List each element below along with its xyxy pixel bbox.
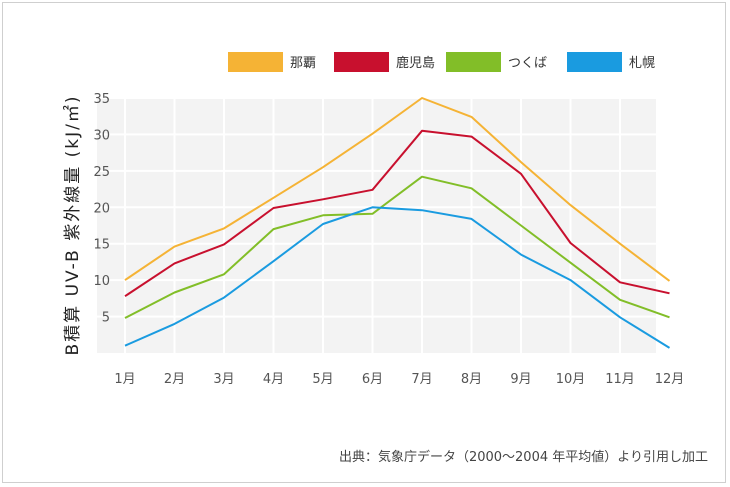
x-tick-label: 3月 (213, 372, 234, 387)
legend-swatch (567, 52, 622, 72)
legend-swatch (334, 52, 389, 72)
x-tick-label: 7月 (411, 372, 432, 387)
x-tick-label: 10月 (556, 372, 586, 387)
grid (97, 97, 671, 353)
series-line (124, 129, 670, 298)
x-tick-label: 8月 (461, 372, 482, 387)
legend-label: つくば (508, 56, 547, 71)
x-tick-label: 2月 (164, 372, 185, 387)
legend-swatch (228, 52, 283, 72)
x-tick-label: 12月 (655, 372, 685, 387)
legend-label: 札幌 (629, 55, 655, 71)
y-tick-label: 15 (93, 238, 110, 253)
x-axis-ticks: 1月 2月 3月 4月 5月 6月 7月 8月 9月 10月 11月 12月 (114, 372, 684, 387)
y-tick-label: 25 (93, 165, 110, 180)
y-axis-label: B積算 UV-B 紫外線量 (kJ/㎡) (63, 95, 83, 356)
legend-swatch (446, 52, 501, 72)
y-tick-label: 20 (93, 201, 110, 216)
x-tick-label: 5月 (312, 372, 333, 387)
plot-area (97, 98, 656, 353)
y-tick-label: 5 (102, 311, 110, 326)
legend-label: 那覇 (290, 56, 316, 71)
x-tick-label: 4月 (263, 372, 284, 387)
y-tick-label: 10 (93, 274, 110, 289)
y-tick-label: 30 (93, 128, 110, 143)
series-lines (124, 97, 671, 349)
x-tick-label: 11月 (605, 372, 635, 387)
series-line (124, 97, 671, 282)
x-tick-label: 1月 (114, 372, 135, 387)
y-axis-ticks: 5 10 15 20 25 30 35 (93, 92, 110, 326)
legend-label: 鹿児島 (396, 55, 435, 71)
source-note: 出典：気象庁データ（2000〜2004 年平均値）より引用し加工 (339, 449, 708, 465)
x-tick-label: 6月 (362, 372, 383, 387)
legend: 那覇 鹿児島 つくば 札幌 (228, 52, 655, 72)
series-line (124, 175, 670, 319)
series-line (124, 206, 671, 349)
y-tick-label: 35 (93, 92, 110, 107)
x-tick-label: 9月 (510, 372, 531, 387)
